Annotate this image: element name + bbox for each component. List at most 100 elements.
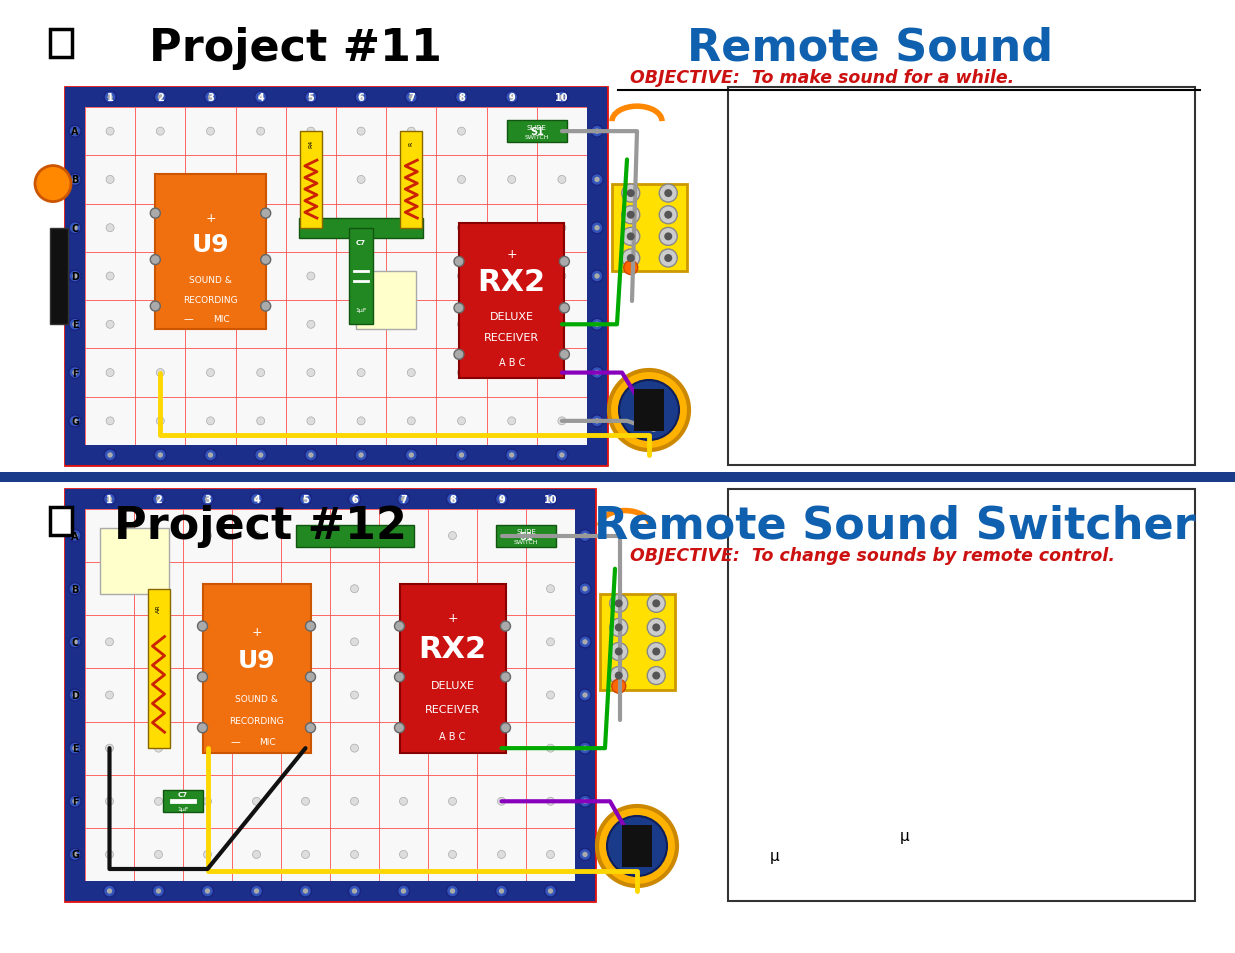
Bar — [65, 490, 85, 901]
Circle shape — [579, 637, 592, 648]
Bar — [459, 224, 564, 378]
Text: G: G — [70, 416, 79, 426]
Text: C: C — [72, 224, 79, 233]
Circle shape — [73, 639, 78, 645]
Text: OBJECTIVE:  To make sound for a while.: OBJECTIVE: To make sound for a while. — [630, 69, 1014, 87]
Text: B: B — [72, 175, 79, 185]
Circle shape — [457, 321, 466, 329]
Circle shape — [106, 369, 114, 377]
Circle shape — [448, 639, 457, 646]
Circle shape — [73, 586, 78, 592]
Bar — [49, 507, 72, 536]
Circle shape — [409, 453, 414, 458]
Circle shape — [558, 273, 566, 281]
Circle shape — [626, 254, 635, 263]
Circle shape — [69, 319, 82, 331]
Text: OBJECTIVE:  To change sounds by remote control.: OBJECTIVE: To change sounds by remote co… — [630, 546, 1115, 564]
Circle shape — [594, 226, 600, 232]
Circle shape — [582, 639, 588, 645]
Circle shape — [106, 176, 114, 184]
Circle shape — [405, 450, 417, 461]
Bar — [65, 88, 606, 465]
Circle shape — [261, 209, 270, 219]
Circle shape — [157, 321, 164, 329]
Circle shape — [204, 691, 211, 700]
Circle shape — [558, 176, 566, 184]
Text: 3: 3 — [207, 92, 214, 103]
Bar — [350, 229, 373, 325]
Circle shape — [505, 450, 517, 461]
Circle shape — [357, 417, 366, 425]
Circle shape — [254, 888, 259, 894]
Circle shape — [156, 888, 162, 894]
Circle shape — [258, 95, 263, 101]
Circle shape — [394, 672, 405, 682]
Bar — [587, 88, 606, 465]
Circle shape — [308, 225, 315, 233]
Circle shape — [409, 95, 414, 101]
Bar — [576, 490, 595, 901]
Circle shape — [495, 494, 508, 505]
Bar — [727, 490, 1195, 901]
Circle shape — [610, 595, 627, 613]
Text: R: R — [409, 141, 414, 146]
Text: S1: S1 — [530, 127, 543, 137]
Text: 1: 1 — [106, 92, 114, 103]
Circle shape — [626, 233, 635, 241]
Circle shape — [257, 369, 264, 377]
Bar — [400, 132, 422, 229]
Circle shape — [154, 585, 163, 593]
Circle shape — [592, 271, 603, 283]
Circle shape — [69, 742, 82, 755]
Circle shape — [664, 254, 672, 263]
Bar — [300, 132, 322, 229]
Circle shape — [594, 130, 600, 134]
Circle shape — [301, 532, 310, 540]
Circle shape — [408, 128, 415, 136]
Circle shape — [261, 302, 270, 312]
Text: μ: μ — [769, 848, 779, 863]
Circle shape — [458, 95, 464, 101]
Circle shape — [457, 273, 466, 281]
Circle shape — [207, 453, 214, 458]
Circle shape — [73, 371, 78, 375]
Circle shape — [206, 321, 215, 329]
Circle shape — [252, 585, 261, 593]
Circle shape — [157, 176, 164, 184]
Circle shape — [301, 639, 310, 646]
Circle shape — [508, 273, 516, 281]
Circle shape — [457, 417, 466, 425]
Circle shape — [594, 322, 600, 328]
Circle shape — [579, 583, 592, 595]
Circle shape — [547, 744, 555, 752]
Text: 3: 3 — [204, 495, 211, 504]
Text: 4: 4 — [253, 495, 259, 504]
Circle shape — [498, 532, 505, 540]
Bar — [65, 490, 595, 510]
Circle shape — [592, 416, 603, 427]
Circle shape — [257, 128, 264, 136]
Text: RECEIVER: RECEIVER — [425, 704, 480, 715]
Text: A: A — [72, 127, 79, 137]
Bar — [163, 790, 203, 813]
Circle shape — [547, 532, 555, 540]
Circle shape — [508, 225, 516, 233]
Circle shape — [558, 369, 566, 377]
Circle shape — [309, 95, 314, 101]
Circle shape — [498, 585, 505, 593]
Text: RECORDING: RECORDING — [183, 296, 238, 305]
Circle shape — [558, 225, 566, 233]
Text: SWITCH: SWITCH — [514, 539, 538, 544]
Text: 1μF: 1μF — [356, 308, 367, 313]
Circle shape — [305, 621, 315, 632]
Circle shape — [352, 497, 357, 502]
Circle shape — [399, 691, 408, 700]
Circle shape — [401, 888, 406, 894]
Circle shape — [69, 796, 82, 807]
Circle shape — [206, 417, 215, 425]
Circle shape — [151, 209, 161, 219]
Circle shape — [73, 693, 78, 698]
Circle shape — [448, 744, 457, 752]
Circle shape — [251, 494, 263, 505]
Circle shape — [73, 130, 78, 134]
